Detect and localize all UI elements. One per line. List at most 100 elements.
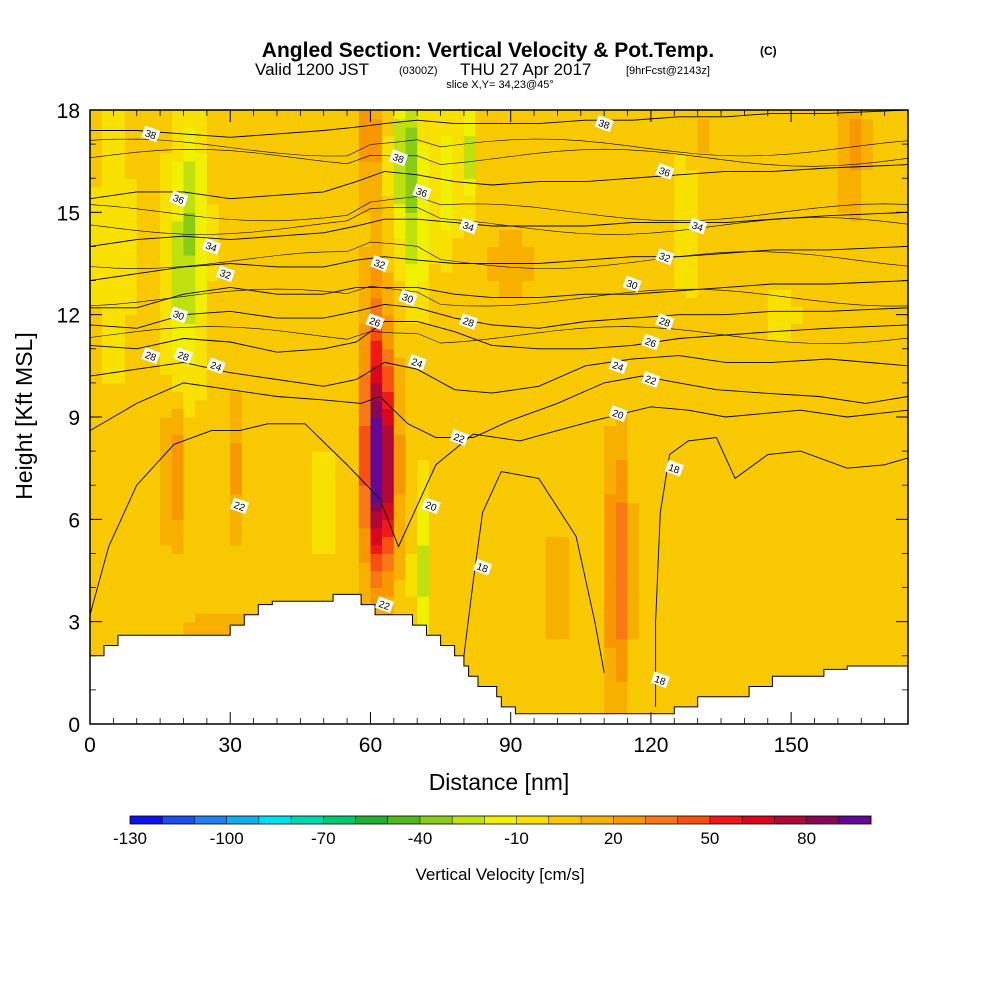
- velocity-cell: [697, 579, 710, 589]
- velocity-cell: [861, 272, 874, 282]
- velocity-cell: [206, 348, 220, 358]
- velocity-cell: [288, 442, 301, 452]
- velocity-cell: [417, 263, 430, 273]
- velocity-cell: [230, 382, 243, 392]
- velocity-cell: [206, 493, 220, 503]
- velocity-cell: [312, 289, 325, 299]
- velocity-cell: [288, 502, 301, 512]
- velocity-cell: [113, 152, 126, 162]
- velocity-cell: [779, 323, 792, 333]
- velocity-cell: [499, 118, 512, 128]
- velocity-cell: [475, 203, 488, 213]
- velocity-cell: [136, 451, 149, 461]
- velocity-cell: [884, 408, 897, 418]
- velocity-cell: [580, 468, 594, 478]
- velocity-cell: [101, 323, 114, 333]
- velocity-cell: [837, 263, 851, 273]
- velocity-cell: [452, 110, 465, 120]
- velocity-cell: [744, 195, 757, 205]
- velocity-cell: [872, 493, 886, 503]
- velocity-cell: [662, 562, 675, 572]
- velocity-cell: [428, 408, 442, 418]
- velocity-cell: [312, 527, 325, 537]
- velocity-cell: [463, 536, 477, 546]
- velocity-cell: [230, 152, 243, 162]
- velocity-cell: [475, 348, 488, 358]
- velocity-cell: [417, 246, 430, 256]
- velocity-cell: [183, 519, 196, 529]
- velocity-cell: [522, 544, 535, 554]
- velocity-cell: [849, 357, 862, 367]
- velocity-cell: [253, 289, 266, 299]
- velocity-cell: [358, 425, 372, 435]
- velocity-cell: [837, 331, 851, 341]
- velocity-cell: [756, 664, 769, 674]
- velocity-cell: [674, 562, 687, 572]
- velocity-cell: [545, 314, 558, 324]
- velocity-cell: [417, 323, 430, 333]
- velocity-cell: [382, 587, 395, 597]
- velocity-cell: [440, 604, 453, 614]
- velocity-cell: [732, 289, 745, 299]
- velocity-cell: [627, 544, 640, 554]
- velocity-cell: [101, 280, 114, 290]
- velocity-cell: [674, 689, 687, 699]
- velocity-cell: [732, 408, 745, 418]
- velocity-cell: [160, 212, 173, 222]
- velocity-cell: [417, 519, 430, 529]
- velocity-cell: [814, 502, 827, 512]
- velocity-cell: [615, 203, 629, 213]
- velocity-cell: [347, 263, 360, 273]
- velocity-cell: [557, 169, 570, 179]
- velocity-cell: [358, 468, 372, 478]
- velocity-cell: [569, 502, 582, 512]
- velocity-cell: [674, 144, 687, 154]
- velocity-cell: [370, 536, 383, 546]
- velocity-cell: [417, 135, 430, 145]
- velocity-cell: [697, 203, 710, 213]
- velocity-cell: [265, 570, 278, 580]
- velocity-cell: [253, 570, 266, 580]
- velocity-cell: [732, 544, 745, 554]
- velocity-cell: [160, 289, 173, 299]
- velocity-cell: [475, 459, 488, 469]
- velocity-cell: [253, 203, 266, 213]
- velocity-cell: [101, 289, 114, 299]
- velocity-cell: [370, 544, 383, 554]
- velocity-cell: [265, 382, 278, 392]
- velocity-cell: [709, 374, 722, 384]
- velocity-cell: [697, 169, 710, 179]
- velocity-cell: [428, 340, 442, 350]
- velocity-cell: [323, 297, 336, 307]
- velocity-cell: [744, 289, 757, 299]
- velocity-cell: [475, 672, 488, 682]
- velocity-cell: [861, 425, 874, 435]
- velocity-cell: [709, 391, 722, 401]
- velocity-cell: [499, 544, 512, 554]
- velocity-cell: [440, 110, 453, 120]
- velocity-cell: [277, 255, 290, 265]
- velocity-cell: [288, 203, 301, 213]
- velocity-cell: [686, 544, 699, 554]
- velocity-cell: [674, 408, 687, 418]
- velocity-cell: [171, 544, 185, 554]
- velocity-cell: [452, 459, 465, 469]
- velocity-cell: [358, 340, 372, 350]
- velocity-cell: [709, 169, 722, 179]
- velocity-cell: [837, 220, 851, 230]
- velocity-cell: [312, 220, 325, 230]
- velocity-cell: [849, 468, 862, 478]
- velocity-cell: [206, 579, 220, 589]
- velocity-cell: [335, 272, 348, 282]
- velocity-cell: [744, 647, 757, 657]
- velocity-cell: [674, 476, 687, 486]
- velocity-cell: [195, 544, 208, 554]
- velocity-cell: [650, 493, 664, 503]
- velocity-cell: [510, 562, 523, 572]
- velocity-cell: [744, 212, 757, 222]
- velocity-cell: [241, 340, 255, 350]
- velocity-cell: [545, 527, 558, 537]
- velocity-cell: [218, 340, 231, 350]
- velocity-cell: [487, 110, 500, 120]
- velocity-cell: [662, 604, 675, 614]
